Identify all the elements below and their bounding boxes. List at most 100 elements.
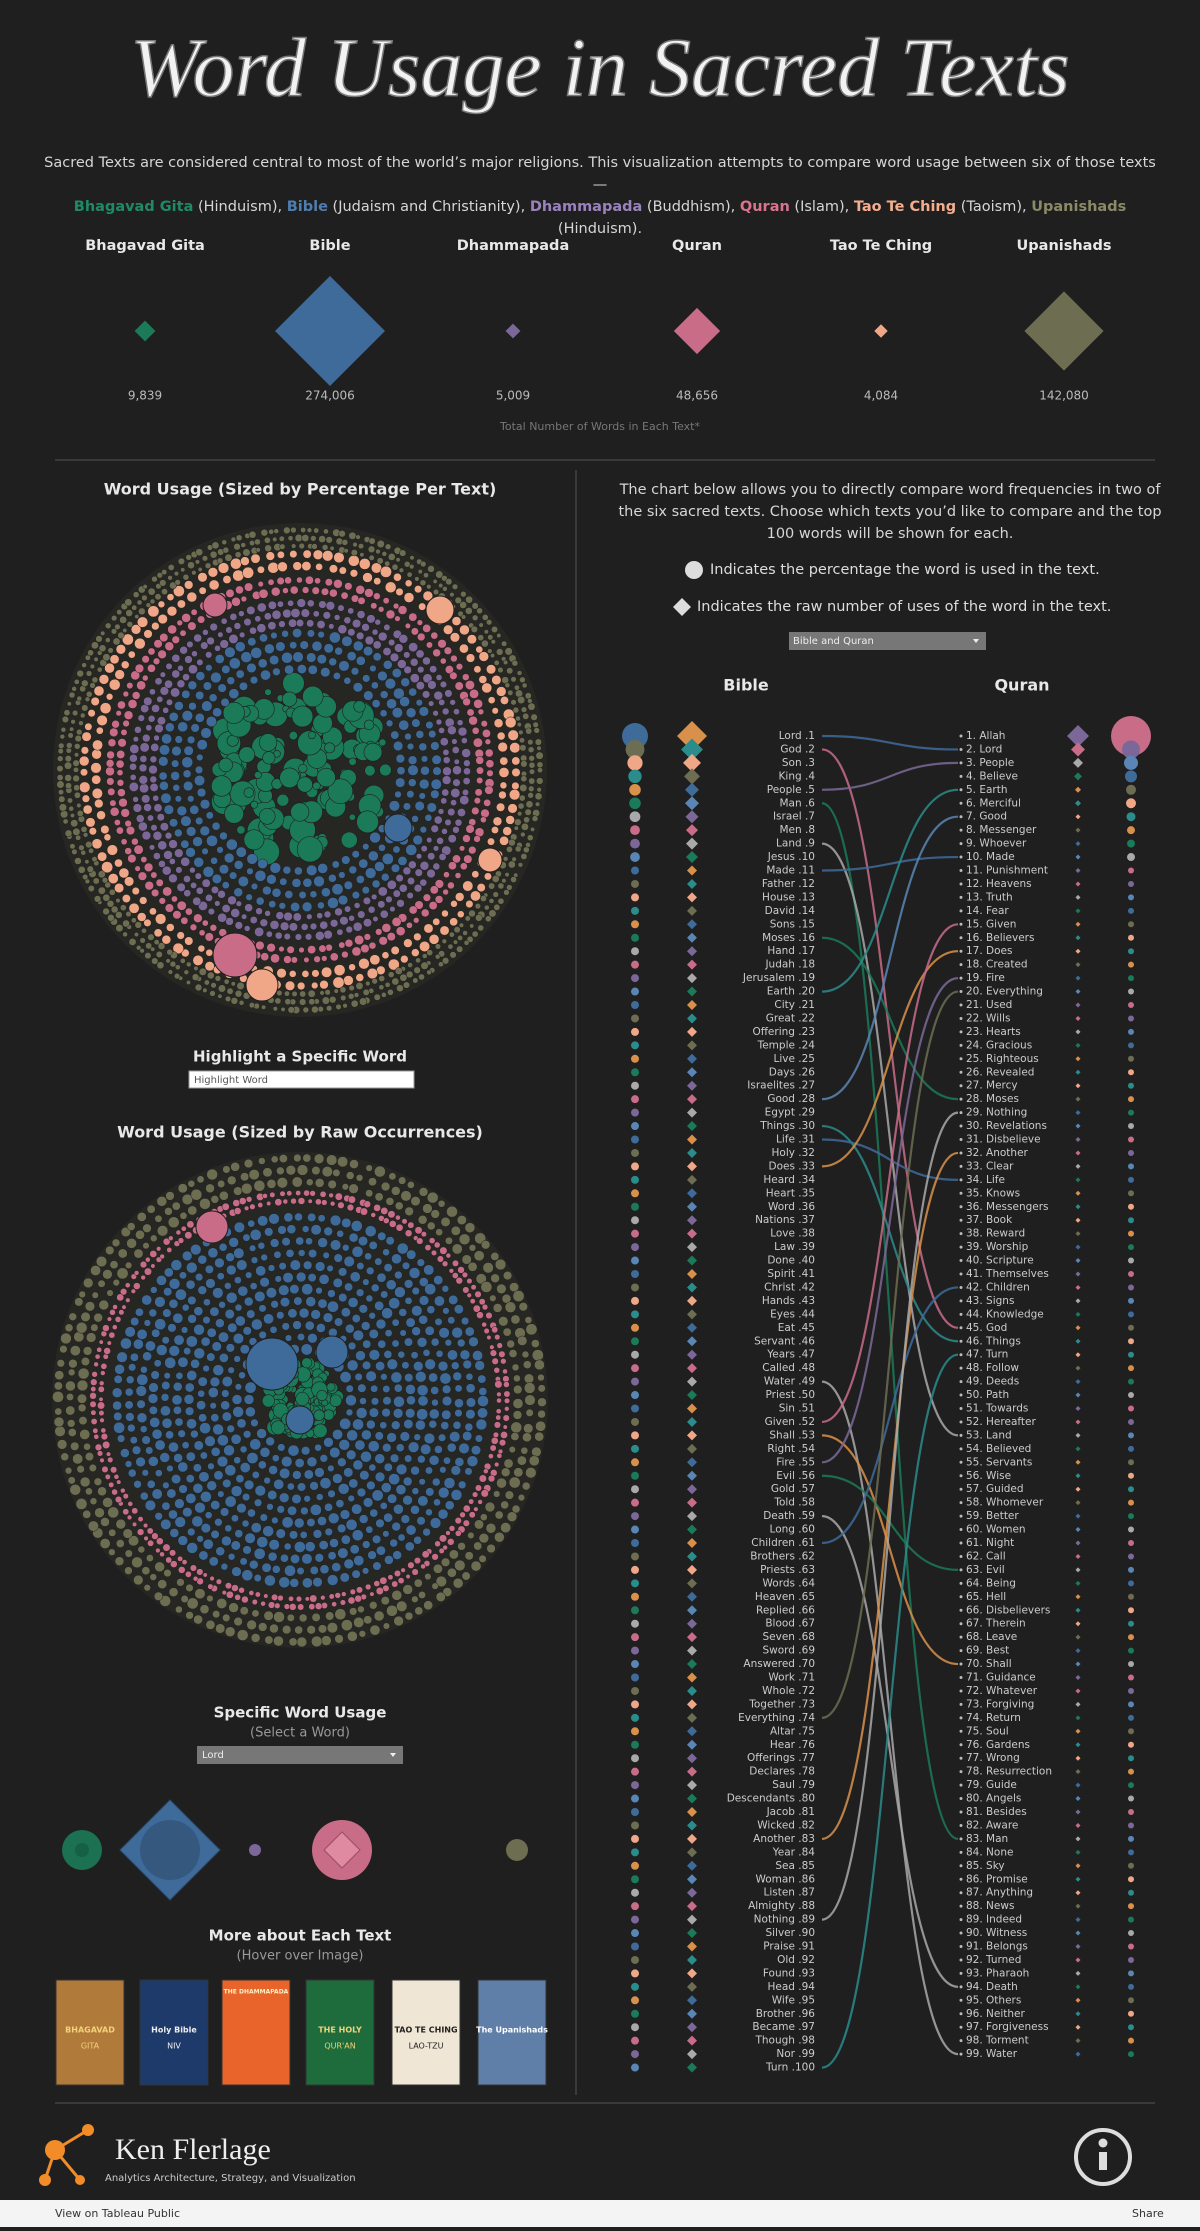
pack-circle (58, 742, 65, 749)
dropdown[interactable] (197, 1746, 403, 1764)
pack-circle (491, 675, 502, 686)
pack-circle (318, 535, 326, 543)
pack-circle (159, 1253, 165, 1260)
pack-circle (347, 607, 355, 615)
toolbar-link[interactable]: Share (1132, 2207, 1164, 2220)
pack-circle (138, 775, 148, 785)
pack-circle (110, 905, 119, 914)
word-dot (1128, 1149, 1134, 1156)
pack-circle (111, 1488, 118, 1496)
pack-circle (276, 989, 283, 997)
pack-circle (348, 1478, 359, 1489)
pack-circle (442, 888, 449, 896)
pack-circle (108, 1548, 116, 1556)
word-diamond (687, 1712, 697, 1723)
word-diamond (687, 1161, 697, 1172)
word-dot (631, 1162, 639, 1171)
pack-circle (161, 588, 168, 596)
pack-circle (143, 1267, 152, 1276)
pack-circle (379, 763, 392, 777)
pack-circle (405, 844, 418, 856)
book-cover[interactable] (55, 1979, 125, 2086)
pack-circle (306, 864, 318, 876)
pack-circle (402, 802, 411, 811)
pack-circle (420, 755, 429, 763)
pack-circle (440, 1557, 451, 1567)
pack-circle (476, 607, 483, 615)
pack-circle (404, 1229, 413, 1238)
pack-circle (408, 642, 419, 653)
pack-circle (291, 543, 297, 549)
pack-circle (166, 605, 178, 617)
pack-circle (368, 1177, 377, 1187)
toolbar-link[interactable]: View on Tableau Public (55, 2207, 180, 2220)
row-bullet (959, 1205, 963, 1209)
pack-circle (148, 764, 158, 775)
pack-circle (242, 1430, 252, 1439)
pack-circle (490, 639, 496, 645)
pack-circle (236, 825, 246, 835)
pack-circle (523, 816, 530, 824)
word-dot (1128, 1244, 1134, 1251)
pack-circle (289, 641, 298, 650)
word-diamond (1075, 1338, 1081, 1344)
pack-circle (313, 1153, 325, 1164)
pack-circle (83, 1277, 94, 1289)
info-icon[interactable] (1074, 2128, 1132, 2186)
pack-circle (210, 1500, 221, 1510)
pack-circle (224, 803, 244, 824)
pack-circle (156, 572, 163, 579)
pack-circle (329, 1538, 339, 1548)
pack-circle (162, 1481, 170, 1490)
pack-circle (452, 826, 460, 834)
pack-circle (174, 1288, 187, 1301)
pack-circle (265, 551, 275, 561)
pack-circle (316, 1389, 328, 1402)
word-label: 47. Turn (966, 1349, 1008, 1361)
pack-circle (80, 768, 88, 777)
pack-circle (423, 1600, 434, 1611)
pack-circle (243, 1296, 254, 1307)
search-box[interactable] (188, 1070, 415, 1089)
pack-circle (319, 1454, 328, 1463)
pack-circle (340, 591, 349, 600)
pack-circle (128, 902, 140, 914)
pack-circle (147, 1393, 159, 1404)
dropdown[interactable] (789, 632, 986, 650)
book-cover[interactable] (305, 1979, 375, 2086)
pack-circle (263, 612, 272, 621)
pack-circle (369, 1624, 381, 1636)
pack-circle (350, 999, 359, 1008)
pack-circle (340, 1619, 353, 1632)
word-label: 36. Messengers (966, 1201, 1049, 1213)
pack-circle (367, 1440, 380, 1453)
word-dot (631, 1660, 639, 1669)
word-label: 98. Torment (966, 2035, 1029, 2047)
pack-circle (169, 581, 177, 590)
pack-circle (394, 790, 402, 799)
book-cover[interactable] (391, 1979, 461, 2086)
book-cover[interactable] (139, 1979, 209, 2086)
pack-circle (132, 591, 140, 598)
book-cover[interactable] (477, 1979, 547, 2086)
pack-circle (475, 1273, 487, 1285)
pack-circle (186, 1542, 199, 1554)
pack-circle (306, 629, 315, 638)
pack-circle (413, 1578, 423, 1588)
pack-circle (131, 1507, 139, 1515)
word-dot (631, 866, 639, 875)
pack-circle (352, 640, 364, 652)
word-dot (631, 1740, 639, 1749)
pack-circle (276, 793, 290, 807)
pack-circle (210, 885, 219, 894)
word-label: Hear .76 (770, 1739, 815, 1751)
book-cover[interactable] (221, 1979, 291, 2086)
value-label: 48,656 (676, 389, 718, 403)
word-diamond (686, 837, 698, 850)
word-dot (631, 1955, 639, 1964)
connector (821, 977, 959, 1464)
pack-circle (106, 777, 115, 786)
pack-circle (397, 856, 408, 866)
pack-circle (185, 1335, 198, 1348)
text-name: Bhagavad Gita (85, 238, 205, 254)
